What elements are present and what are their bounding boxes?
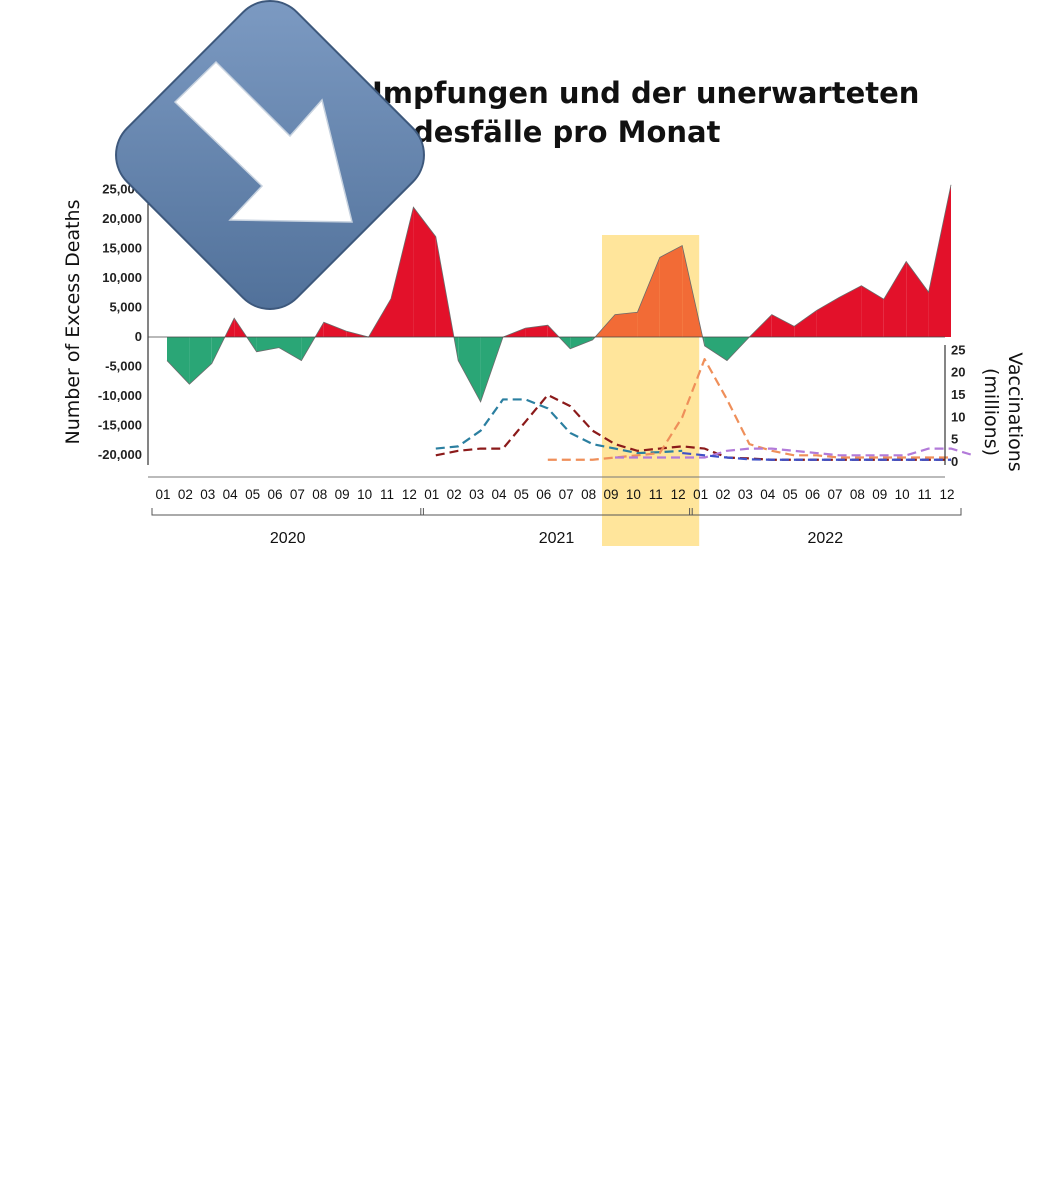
vaccination-series-line bbox=[435, 393, 951, 461]
vaccination-series-line bbox=[615, 447, 974, 459]
excess-deaths-segment bbox=[704, 337, 727, 361]
excess-deaths-segment bbox=[771, 314, 795, 337]
x-tick-label: 01 bbox=[424, 487, 439, 502]
y2-axis-label-line-1: Vaccinations bbox=[1004, 352, 1026, 471]
vaccination-series-line bbox=[682, 451, 951, 461]
y-tick-label: -20,000 bbox=[98, 447, 142, 462]
x-tick-label: 06 bbox=[805, 487, 820, 502]
x-tick-label: 07 bbox=[290, 487, 305, 502]
x-tick-label: 10 bbox=[357, 487, 372, 502]
y-tick-label: 0 bbox=[135, 329, 142, 344]
x-tick-label: 10 bbox=[626, 487, 641, 502]
y-tick-label: 10,000 bbox=[102, 270, 142, 285]
excess-deaths-segment bbox=[256, 337, 279, 352]
y-tick-label: -5,000 bbox=[105, 359, 142, 374]
x-tick-label: 01 bbox=[693, 487, 708, 502]
x-tick-label: 12 bbox=[939, 487, 954, 502]
x-tick-label: 06 bbox=[267, 487, 282, 502]
excess-deaths-segment bbox=[906, 261, 929, 337]
x-tick-label: 02 bbox=[447, 487, 462, 502]
x-tick-label: 09 bbox=[335, 487, 350, 502]
excess-deaths-segment bbox=[323, 322, 347, 337]
y2-axis-label-line-2: (millions) bbox=[980, 368, 1002, 456]
x-tick-label: 05 bbox=[245, 487, 260, 502]
year-bracket bbox=[420, 508, 693, 516]
excess-deaths-segment bbox=[659, 245, 683, 337]
excess-deaths-segment bbox=[861, 285, 884, 337]
y-tick-label: -15,000 bbox=[98, 418, 142, 433]
x-tick-label: 09 bbox=[872, 487, 887, 502]
y-tick-label: 5,000 bbox=[109, 300, 142, 315]
excess-deaths-segment bbox=[615, 312, 638, 337]
excess-deaths-segment bbox=[413, 207, 436, 337]
x-tick-label: 12 bbox=[671, 487, 686, 502]
x-tick-label: 02 bbox=[715, 487, 730, 502]
excess-deaths-segment bbox=[391, 207, 414, 337]
vaccination-series-line bbox=[547, 358, 951, 461]
vaccination-series-line bbox=[435, 398, 683, 455]
y2-tick-label: 15 bbox=[951, 387, 965, 402]
x-tick-label: 01 bbox=[155, 487, 170, 502]
excess-deaths-segment bbox=[883, 261, 907, 337]
y-tick-label: -10,000 bbox=[98, 388, 142, 403]
excess-deaths-segment bbox=[839, 285, 862, 337]
x-tick-label: 05 bbox=[514, 487, 529, 502]
excess-deaths-segment bbox=[570, 337, 593, 349]
x-tick-label: 11 bbox=[918, 487, 932, 502]
x-tick-label: 07 bbox=[559, 487, 574, 502]
chart-title-line-2: desfälle pro Monat bbox=[413, 115, 721, 149]
x-tick-label: 03 bbox=[738, 487, 753, 502]
x-tick-label: 08 bbox=[312, 487, 327, 502]
excess-deaths-segment bbox=[189, 337, 212, 385]
x-tick-label: 04 bbox=[223, 487, 239, 502]
x-tick-label: 04 bbox=[491, 487, 507, 502]
x-tick-label: 07 bbox=[827, 487, 842, 502]
excess-deaths-segment bbox=[816, 297, 839, 337]
year-bracket bbox=[689, 508, 962, 516]
excess-deaths-segment bbox=[794, 310, 817, 337]
excess-deaths-segment bbox=[637, 257, 660, 337]
x-tick-label: 09 bbox=[603, 487, 618, 502]
chart-title-line-1: Impfungen und der unerwarteten bbox=[372, 76, 919, 110]
x-tick-label: 06 bbox=[536, 487, 551, 502]
x-tick-label: 11 bbox=[649, 487, 663, 502]
excess-deaths-segment bbox=[167, 337, 190, 385]
x-tick-label: 02 bbox=[178, 487, 193, 502]
y-tick-label: 15,000 bbox=[102, 241, 142, 256]
x-tick-label: 05 bbox=[783, 487, 798, 502]
y-tick-label: 20,000 bbox=[102, 211, 142, 226]
y2-tick-label: 5 bbox=[951, 432, 958, 447]
x-tick-label: 04 bbox=[760, 487, 776, 502]
y-axis-label: Number of Excess Deaths bbox=[62, 200, 84, 445]
excess-deaths-segment bbox=[458, 337, 481, 402]
x-tick-label: 12 bbox=[402, 487, 417, 502]
x-tick-label: 03 bbox=[469, 487, 484, 502]
excess-deaths-segment bbox=[525, 325, 548, 337]
year-label: 2022 bbox=[808, 530, 844, 547]
x-tick-label: 10 bbox=[895, 487, 910, 502]
y2-tick-label: 10 bbox=[951, 409, 965, 424]
x-tick-label: 11 bbox=[380, 487, 394, 502]
download-arrow-icon bbox=[115, 0, 425, 310]
x-tick-label: 08 bbox=[850, 487, 865, 502]
y2-tick-label: 20 bbox=[951, 365, 965, 380]
year-label: 2020 bbox=[270, 530, 306, 547]
excess-deaths-segment bbox=[279, 337, 302, 361]
x-tick-label: 08 bbox=[581, 487, 596, 502]
x-tick-label: 03 bbox=[200, 487, 215, 502]
excess-deaths-segment bbox=[928, 184, 951, 337]
year-label: 2021 bbox=[539, 530, 575, 547]
y2-tick-label: 25 bbox=[951, 342, 965, 357]
year-bracket bbox=[151, 508, 424, 516]
y2-tick-label: 0 bbox=[951, 454, 958, 469]
